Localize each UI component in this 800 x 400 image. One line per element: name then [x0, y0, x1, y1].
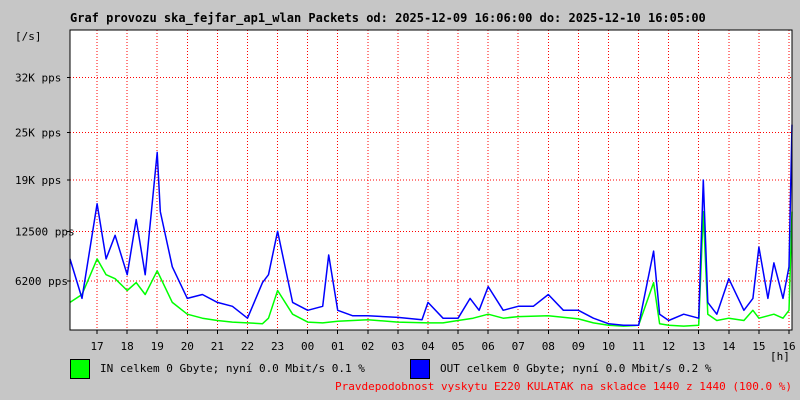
x-tick-label: 19 [151, 340, 164, 353]
chart-title: Graf provozu ska_fejfar_ap1_wlan Packets… [70, 11, 706, 25]
x-tick-label: 13 [692, 340, 705, 353]
legend-in-text: IN celkem 0 Gbyte; nyní 0.0 Mbit/s 0.1 % [100, 362, 365, 375]
x-tick-label: 17 [90, 340, 103, 353]
x-tick-label: 14 [722, 340, 736, 353]
x-tick-label: 07 [512, 340, 525, 353]
legend-in-swatch [70, 359, 90, 379]
x-tick-label: 12 [662, 340, 675, 353]
y-tick-label: 6200 pps [15, 275, 68, 288]
x-tick-label: 03 [391, 340, 404, 353]
x-tick-label: 15 [752, 340, 765, 353]
x-tick-label: 05 [451, 340, 464, 353]
x-tick-label: 06 [482, 340, 495, 353]
x-tick-label: 02 [361, 340, 374, 353]
y-tick-label: 12500 pps [15, 225, 75, 238]
plot-border [69, 29, 793, 331]
y-axis-unit-label: [/s] [15, 30, 42, 43]
legend-out-swatch [410, 359, 430, 379]
x-axis-unit-label: [h] [770, 350, 790, 363]
legend-out-text: OUT celkem 0 Gbyte; nyní 0.0 Mbit/s 0.2 … [440, 362, 712, 375]
x-tick-label: 04 [421, 340, 435, 353]
footer-note: Pravdepodobnost vyskytu E220 KULATAK na … [335, 380, 792, 393]
x-tick-label: 10 [602, 340, 615, 353]
y-tick-label: 25K pps [15, 127, 61, 140]
x-tick-label: 01 [331, 340, 344, 353]
x-tick-label: 20 [181, 340, 194, 353]
series-line-out [69, 124, 793, 327]
x-tick-label: 09 [572, 340, 585, 353]
x-tick-label: 23 [271, 340, 284, 353]
series-line-in [69, 210, 793, 327]
x-tick-label: 08 [542, 340, 555, 353]
x-tick-label: 22 [241, 340, 254, 353]
x-tick-label: 21 [211, 340, 224, 353]
x-tick-label: 00 [301, 340, 314, 353]
y-tick-label: 32K pps [15, 71, 61, 84]
y-tick-label: 19K pps [15, 174, 61, 187]
x-tick-label: 18 [121, 340, 134, 353]
x-tick-label: 11 [632, 340, 645, 353]
x-tick-label: 16 [782, 340, 795, 353]
